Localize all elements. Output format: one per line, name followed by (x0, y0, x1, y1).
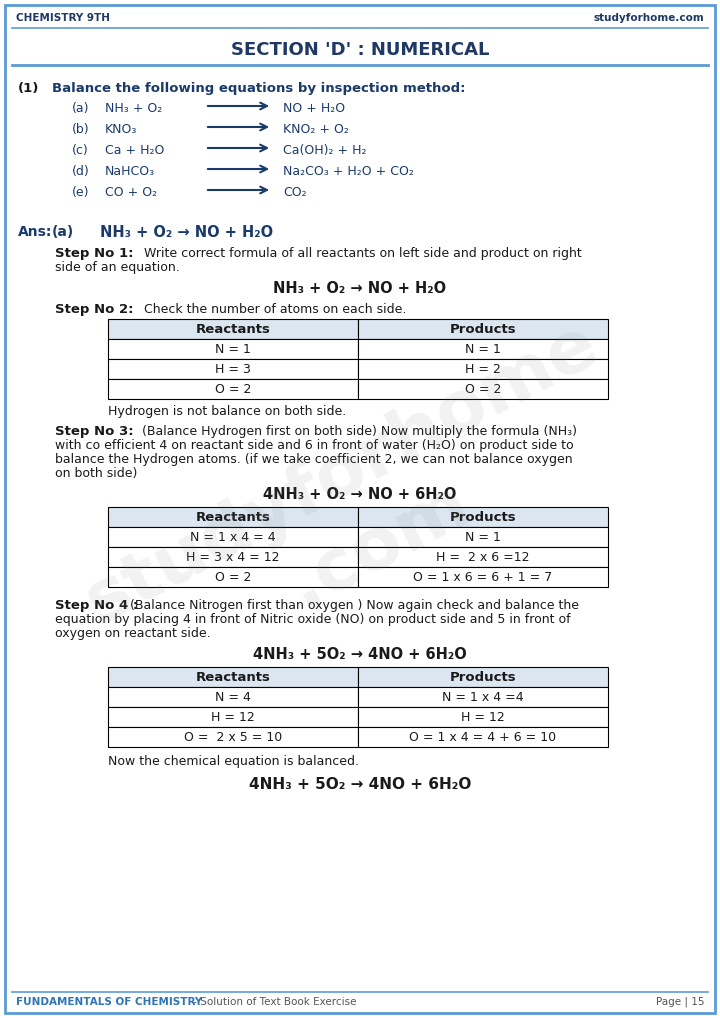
Text: O = 1 x 4 = 4 + 6 = 10: O = 1 x 4 = 4 + 6 = 10 (410, 731, 557, 744)
Text: (a): (a) (52, 225, 74, 239)
Bar (108, 319, 358, 339)
Text: CHEMISTRY 9TH: CHEMISTRY 9TH (16, 13, 110, 23)
Text: studyforhome.com: studyforhome.com (593, 13, 704, 23)
Bar (358, 359, 608, 379)
Text: O = 2: O = 2 (465, 383, 501, 396)
Bar (108, 727, 358, 747)
Text: NH₃ + O₂ → NO + H₂O: NH₃ + O₂ → NO + H₂O (274, 281, 446, 296)
Text: Products: Products (450, 671, 516, 684)
Text: NaHCO₃: NaHCO₃ (105, 165, 155, 178)
Text: (a): (a) (72, 102, 89, 115)
Text: (1): (1) (18, 82, 40, 95)
Text: Step No 3:: Step No 3: (55, 425, 134, 438)
Text: H = 2: H = 2 (465, 363, 501, 376)
Bar (358, 706, 608, 727)
Text: Ca + H₂O: Ca + H₂O (105, 144, 164, 157)
Text: Now the chemical equation is balanced.: Now the chemical equation is balanced. (108, 755, 359, 768)
Text: side of an equation.: side of an equation. (55, 261, 180, 274)
Text: N = 1: N = 1 (215, 343, 251, 356)
Text: 4NH₃ + 5O₂ → 4NO + 6H₂O: 4NH₃ + 5O₂ → 4NO + 6H₂O (249, 777, 471, 792)
Text: oxygen on reactant side.: oxygen on reactant side. (55, 627, 211, 640)
Bar (108, 339, 358, 359)
Text: (e): (e) (72, 186, 89, 199)
Text: H = 3 x 4 = 12: H = 3 x 4 = 12 (186, 551, 280, 564)
Text: Step No 1:: Step No 1: (55, 247, 133, 260)
Text: Step No 2:: Step No 2: (55, 303, 133, 316)
Text: studyforhome
.com: studyforhome .com (73, 309, 647, 709)
Text: (Balance Nitrogen first than oxygen ) Now again check and balance the: (Balance Nitrogen first than oxygen ) No… (130, 599, 579, 612)
Text: O = 2: O = 2 (215, 571, 251, 584)
Text: with co efficient 4 on reactant side and 6 in front of water (H₂O) on product si: with co efficient 4 on reactant side and… (55, 439, 574, 452)
Text: KNO₂ + O₂: KNO₂ + O₂ (283, 123, 349, 136)
Bar (108, 507, 358, 527)
Text: Check the number of atoms on each side.: Check the number of atoms on each side. (132, 303, 406, 316)
Bar (358, 339, 608, 359)
Text: (d): (d) (72, 165, 90, 178)
Text: Reactants: Reactants (196, 323, 271, 336)
Bar (358, 567, 608, 587)
Text: 4NH₃ + O₂ → NO + 6H₂O: 4NH₃ + O₂ → NO + 6H₂O (264, 487, 456, 502)
Text: equation by placing 4 in front of Nitric oxide (NO) on product side and 5 in fro: equation by placing 4 in front of Nitric… (55, 613, 571, 626)
Text: Step No 4 :: Step No 4 : (55, 599, 138, 612)
Text: balance the Hydrogen atoms. (if we take coefficient 2, we can not balance oxygen: balance the Hydrogen atoms. (if we take … (55, 453, 572, 466)
Text: Ans:: Ans: (18, 225, 53, 239)
Text: H = 12: H = 12 (211, 711, 255, 724)
Text: Products: Products (450, 323, 516, 336)
Text: O =  2 x 5 = 10: O = 2 x 5 = 10 (184, 731, 282, 744)
Text: H = 12: H = 12 (461, 711, 505, 724)
Text: - Solution of Text Book Exercise: - Solution of Text Book Exercise (190, 997, 356, 1007)
Bar (358, 667, 608, 687)
Text: Hydrogen is not balance on both side.: Hydrogen is not balance on both side. (108, 405, 346, 418)
Text: Products: Products (450, 511, 516, 524)
Bar (358, 319, 608, 339)
Text: N = 1 x 4 =4: N = 1 x 4 =4 (442, 691, 524, 704)
Text: Balance the following equations by inspection method:: Balance the following equations by inspe… (52, 82, 466, 95)
Text: Page | 15: Page | 15 (655, 997, 704, 1007)
Bar (108, 706, 358, 727)
Text: O = 1 x 6 = 6 + 1 = 7: O = 1 x 6 = 6 + 1 = 7 (413, 571, 553, 584)
Bar (108, 567, 358, 587)
Text: (b): (b) (72, 123, 89, 136)
Text: N = 1 x 4 = 4: N = 1 x 4 = 4 (190, 531, 276, 544)
Text: Na₂CO₃ + H₂O + CO₂: Na₂CO₃ + H₂O + CO₂ (283, 165, 414, 178)
Text: Reactants: Reactants (196, 671, 271, 684)
Bar (358, 379, 608, 399)
Bar (108, 379, 358, 399)
Text: KNO₃: KNO₃ (105, 123, 138, 136)
Bar (358, 547, 608, 567)
Text: Reactants: Reactants (196, 511, 271, 524)
Text: FUNDAMENTALS OF CHEMISTRY: FUNDAMENTALS OF CHEMISTRY (16, 997, 202, 1007)
Text: (c): (c) (72, 144, 89, 157)
Text: N = 1: N = 1 (465, 531, 501, 544)
Text: (Balance Hydrogen first on both side) Now multiply the formula (NH₃): (Balance Hydrogen first on both side) No… (130, 425, 577, 438)
Text: N = 1: N = 1 (465, 343, 501, 356)
Bar (108, 359, 358, 379)
Bar (358, 507, 608, 527)
Bar (358, 527, 608, 547)
Text: H = 3: H = 3 (215, 363, 251, 376)
Text: NO + H₂O: NO + H₂O (283, 102, 345, 115)
Text: H =  2 x 6 =12: H = 2 x 6 =12 (436, 551, 530, 564)
Text: CO + O₂: CO + O₂ (105, 186, 157, 199)
Text: Write correct formula of all reactants on left side and product on right: Write correct formula of all reactants o… (132, 247, 582, 260)
Text: Ca(OH)₂ + H₂: Ca(OH)₂ + H₂ (283, 144, 366, 157)
Text: 4NH₃ + 5O₂ → 4NO + 6H₂O: 4NH₃ + 5O₂ → 4NO + 6H₂O (253, 647, 467, 662)
Text: N = 4: N = 4 (215, 691, 251, 704)
Text: SECTION 'D' : NUMERICAL: SECTION 'D' : NUMERICAL (231, 41, 489, 59)
Text: CO₂: CO₂ (283, 186, 307, 199)
Bar (108, 667, 358, 687)
Text: O = 2: O = 2 (215, 383, 251, 396)
Text: NH₃ + O₂ → NO + H₂O: NH₃ + O₂ → NO + H₂O (100, 225, 273, 240)
Bar (358, 727, 608, 747)
Bar (108, 687, 358, 706)
Text: on both side): on both side) (55, 467, 138, 480)
Text: NH₃ + O₂: NH₃ + O₂ (105, 102, 162, 115)
Bar (108, 547, 358, 567)
Bar (358, 687, 608, 706)
Bar (108, 527, 358, 547)
